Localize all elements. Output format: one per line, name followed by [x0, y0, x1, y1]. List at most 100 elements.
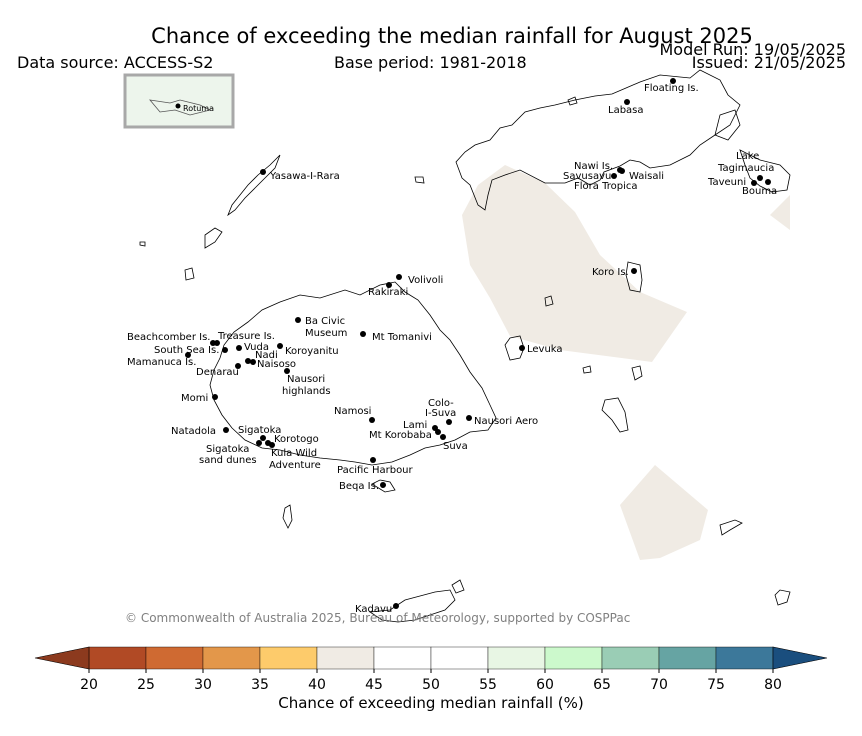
- marker-rakiraki: [386, 282, 392, 288]
- colorbar-bin: [259, 646, 318, 670]
- colorbar-bin: [145, 646, 204, 670]
- marker-ba-civic-museum: [295, 317, 301, 323]
- marker-levuka: [519, 345, 525, 351]
- colorbar-tick-label: 65: [593, 677, 611, 693]
- colorbar-bin: [658, 646, 717, 670]
- koro-coast: [625, 261, 643, 293]
- label-pacific-harbour: Pacific Harbour: [337, 465, 414, 476]
- small-islet-2: [139, 241, 146, 247]
- label-sigatoka-2: Sigatoka: [206, 444, 249, 455]
- label-floating-is: Floating Is.: [644, 83, 699, 94]
- vanua-levu-coast: [455, 69, 741, 211]
- marker-kula-wild: [269, 442, 275, 448]
- label-sand-dunes: sand dunes: [199, 455, 257, 466]
- taveuni-coast: [739, 149, 791, 193]
- label-naisoso: Naisoso: [257, 359, 296, 370]
- marker-south-sea: [222, 347, 228, 353]
- label-korotogo: Korotogo: [274, 434, 319, 445]
- label-south-sea: South Sea Is.: [154, 345, 219, 356]
- label-vuda: Vuda: [244, 342, 269, 353]
- base-period: Base period: 1981-2018: [334, 53, 527, 72]
- shading-region-east: [770, 195, 790, 230]
- label-kadavu: Kadavu: [355, 604, 392, 615]
- label-beachcomber: Beachcomber Is.: [127, 332, 210, 343]
- marker-kadavu: [393, 603, 399, 609]
- label-nausori: Nausori: [287, 374, 325, 385]
- label-waisali: Waisali: [629, 171, 664, 182]
- label-sigatoka: Sigatoka: [238, 425, 281, 436]
- label-savusavu: Savusavu: [563, 171, 611, 182]
- issued-date: Issued: 21/05/2025: [691, 53, 846, 72]
- qamea-coast: [714, 109, 741, 141]
- place-markers: [185, 78, 771, 609]
- marker-pacific-harbour: [370, 457, 376, 463]
- model-run: Model Run: 19/05/2025: [659, 40, 847, 59]
- marker-yasawa: [260, 169, 266, 175]
- colorbar-bin: [601, 646, 660, 670]
- shading-region-south: [620, 465, 708, 560]
- colorbar-tick-label: 70: [650, 677, 668, 693]
- label-koro-is: Koro Is.: [592, 267, 629, 278]
- marker-treasure: [214, 340, 220, 346]
- marker-volivoli: [396, 274, 402, 280]
- label-colo: Colo-: [428, 398, 454, 409]
- colorbar-tick-label: 30: [194, 677, 212, 693]
- label-adventure: Adventure: [269, 460, 321, 471]
- label-denarau: Denarau: [196, 367, 239, 378]
- small-islet-3: [567, 96, 578, 106]
- label-volivoli: Volivoli: [408, 275, 443, 286]
- marker-nadi: [245, 358, 251, 364]
- kadavu-coast: [368, 589, 456, 623]
- colorbar-bin: [88, 646, 147, 670]
- marker-nausori-highlands: [284, 368, 290, 374]
- label-bouma: Bouma: [742, 186, 777, 197]
- gau-coast: [601, 397, 629, 433]
- marker-mamanuca: [185, 352, 191, 358]
- label-taveuni: Taveuni: [707, 177, 746, 188]
- small-islet-1: [414, 176, 425, 184]
- label-lami: Lami: [403, 420, 427, 431]
- nairai-coast: [631, 365, 643, 381]
- marker-colo-i-suva: [446, 419, 452, 425]
- marker-taveuni: [751, 180, 757, 186]
- label-natadola: Natadola: [171, 426, 216, 437]
- label-mt-korobaba: Mt Korobaba: [369, 430, 432, 441]
- viti-levu-coast: [209, 281, 497, 466]
- colorbar-tick-label: 75: [707, 677, 725, 693]
- marker-mt-korobaba: [435, 429, 441, 435]
- colorbar-ticks: 20 25 30 35 40 45 50 55 60 65 70 75 80: [80, 669, 782, 693]
- colorbar-bin: [202, 646, 261, 670]
- label-nausori-aero: Nausori Aero: [474, 416, 538, 427]
- marker-vuda: [236, 345, 242, 351]
- totoya-coast: [774, 589, 791, 606]
- marker-koroyanitu: [277, 343, 283, 349]
- marker-waisali: [619, 168, 625, 174]
- copyright-note: © Commonwealth of Australia 2025, Bureau…: [125, 611, 631, 625]
- colorbar-tick-label: 80: [764, 677, 782, 693]
- label-nadi: Nadi: [255, 350, 278, 361]
- shading-region-north: [462, 165, 687, 362]
- marker-floating-is: [670, 78, 676, 84]
- colorbar-tick-label: 35: [251, 677, 269, 693]
- place-labels: Floating Is. Labasa Nawi Is. Savusavu Wa…: [127, 83, 777, 615]
- data-source: Data source: ACCESS-S2: [17, 53, 214, 72]
- beqa-coast: [371, 479, 396, 493]
- colorbar-tick-label: 25: [137, 677, 155, 693]
- label-yasawa: Yasawa-I-Rara: [269, 171, 340, 182]
- marker-denarau: [235, 363, 241, 369]
- label-ba-civic: Ba Civic: [305, 316, 345, 327]
- label-koroyanitu: Koroyanitu: [285, 346, 339, 357]
- label-tagimaucia: Tagimaucia: [717, 163, 774, 174]
- label-museum: Museum: [305, 328, 347, 339]
- marker-sigatoka: [260, 435, 266, 441]
- small-islet-4: [582, 365, 592, 374]
- colorbar-bin: [430, 646, 489, 670]
- map-title: Chance of exceeding the median rainfall …: [151, 24, 753, 48]
- colorbar-bin: [487, 646, 546, 670]
- label-beqa-is: Beqa Is.: [339, 481, 379, 492]
- rotuma-label: Rotuma: [183, 104, 214, 113]
- marker-savusavu: [611, 173, 617, 179]
- label-momi: Momi: [181, 393, 208, 404]
